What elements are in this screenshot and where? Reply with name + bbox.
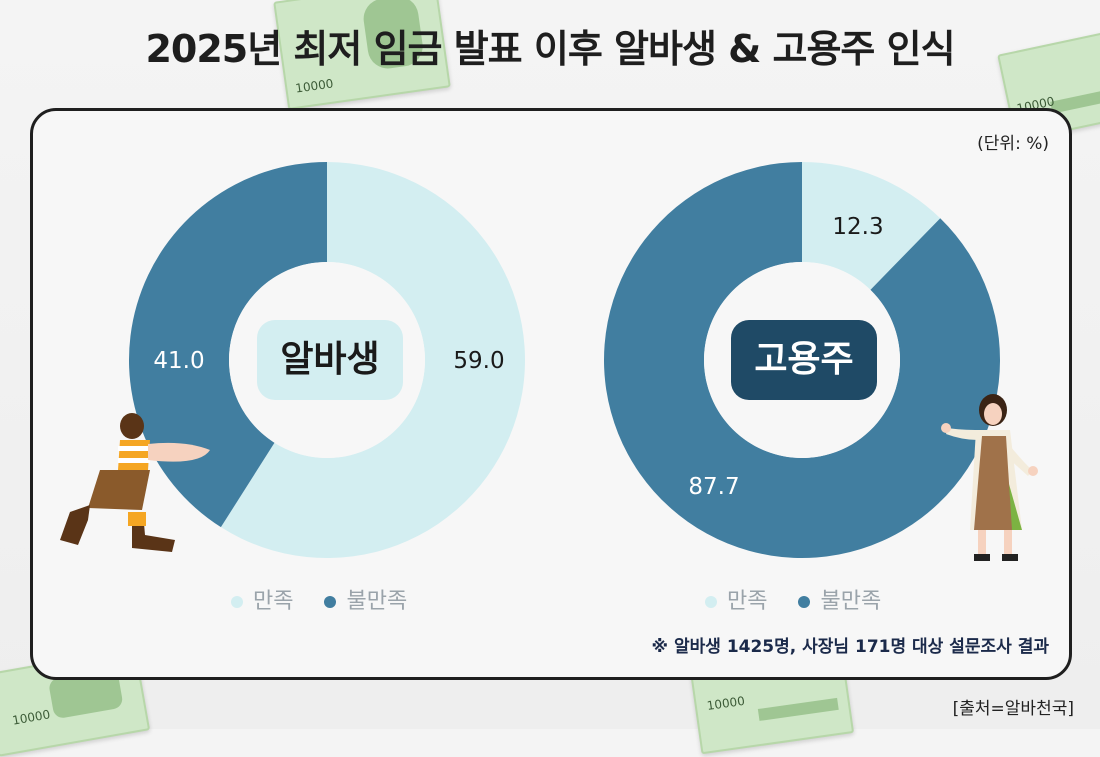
donut-slice-dissatisfied	[603, 162, 1000, 558]
center-label-albasaeng: 알바생	[257, 320, 403, 400]
center-label-employer: 고용주	[731, 320, 877, 400]
data-label-satisfied: 59.0	[453, 348, 504, 374]
legend-dot-satisfied	[705, 596, 717, 608]
legend-dot-dissatisfied	[798, 596, 811, 608]
donut-charts: 59.0 41.0 12.3 87.7	[128, 162, 1000, 558]
survey-note: ※ 알바생 1425명, 사장님 171명 대상 설문조사 결과	[651, 637, 1049, 657]
running-worker-icon	[60, 413, 210, 552]
legend-left: 만족 불만족	[231, 583, 431, 615]
legend-item-dissatisfied: 불만족	[324, 589, 407, 614]
legend-item-satisfied: 만족	[705, 589, 767, 614]
donut-slice-dissatisfied	[128, 162, 327, 528]
employer-woman-icon	[941, 394, 1038, 561]
data-label-dissatisfied: 41.0	[153, 348, 204, 374]
legend-dot-dissatisfied	[324, 596, 337, 608]
donut-slice-satisfied	[802, 162, 941, 290]
character-illustrations	[60, 394, 1038, 561]
unit-label: (단위: %)	[977, 134, 1049, 154]
donut-slice-satisfied	[220, 162, 525, 558]
data-label-dissatisfied: 87.7	[688, 474, 739, 500]
source-credit: [출처=알바천국]	[952, 699, 1074, 719]
legend-item-dissatisfied: 불만족	[798, 589, 881, 614]
legend-dot-satisfied	[231, 596, 243, 608]
data-label-satisfied: 12.3	[832, 214, 883, 240]
page-title: 2025년 최저 임금 발표 이후 알바생 & 고용주 인식	[145, 27, 955, 71]
legend-right: 만족 불만족	[705, 583, 905, 615]
legend-item-satisfied: 만족	[231, 589, 293, 614]
